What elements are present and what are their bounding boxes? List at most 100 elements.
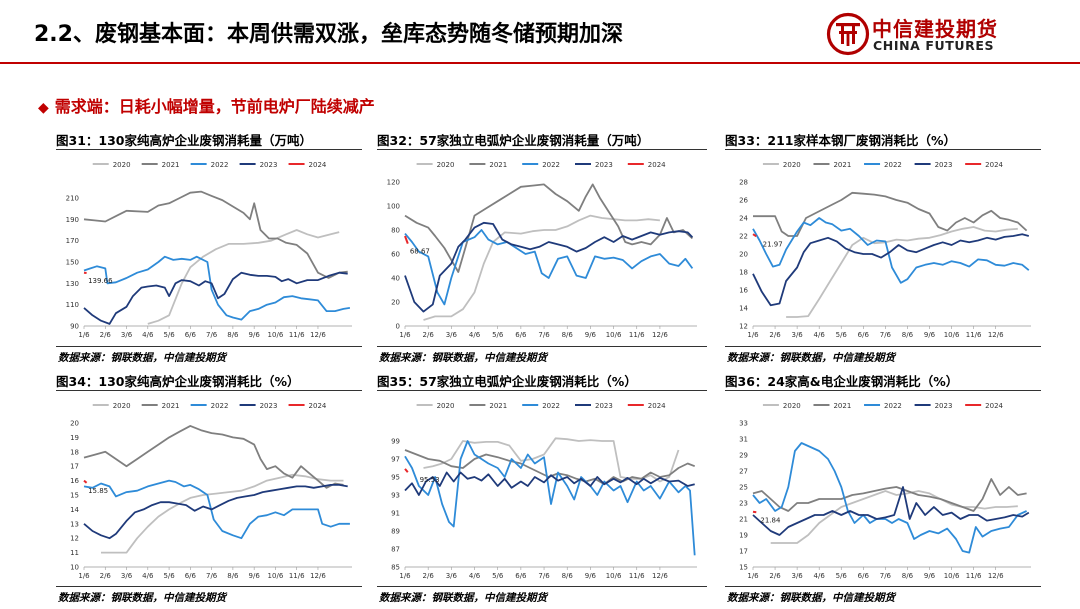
y-tick-label: 60 xyxy=(391,251,400,259)
series-line-2023 xyxy=(83,484,348,540)
legend-item-2020: 2020 xyxy=(92,161,131,169)
y-tick-label: 22 xyxy=(739,233,748,241)
legend-label: 2020 xyxy=(783,161,801,169)
x-tick-label: 8/6 xyxy=(562,331,574,339)
series-line-2021 xyxy=(404,183,694,273)
legend-label: 2022 xyxy=(542,161,560,169)
y-tick-label: 150 xyxy=(66,259,79,267)
legend-label: 2023 xyxy=(935,161,953,169)
y-tick-label: 15 xyxy=(70,492,79,500)
y-tick-label: 40 xyxy=(391,275,400,283)
x-tick-label: 9/6 xyxy=(924,331,936,339)
chart-title-rule xyxy=(56,390,362,391)
x-tick-label: 9/6 xyxy=(585,572,597,580)
series-line-2023 xyxy=(752,233,1030,307)
x-tick-label: 4/6 xyxy=(814,572,826,580)
diamond-bullet-icon: ◆ xyxy=(38,100,49,116)
logo-text-en: CHINA FUTURES xyxy=(873,38,995,53)
y-tick-label: 21 xyxy=(739,516,748,524)
y-tick-label: 25 xyxy=(739,484,748,492)
series-line-2022 xyxy=(404,229,694,306)
legend-label: 2021 xyxy=(489,402,507,410)
y-tick-label: 20 xyxy=(739,251,748,259)
y-tick-label: 26 xyxy=(739,197,748,205)
series-line-2022 xyxy=(752,442,1027,554)
y-tick-label: 17 xyxy=(739,548,748,556)
x-tick-label: 6/6 xyxy=(185,572,197,580)
logo-text-cn: 中信建投期货 xyxy=(872,17,998,41)
x-tick-label: 5/6 xyxy=(163,572,175,580)
x-tick-label: 11/6 xyxy=(629,331,645,339)
y-tick-label: 190 xyxy=(66,216,79,224)
china-futures-logo-icon xyxy=(826,12,870,56)
y-tick-label: 19 xyxy=(739,532,748,540)
x-tick-label: 6/6 xyxy=(858,572,870,580)
line-chart: 2020 2021 2022 2023 20241214161820222426281/… xyxy=(739,161,1031,339)
x-tick-label: 11/6 xyxy=(629,572,645,580)
y-tick-label: 29 xyxy=(739,452,748,460)
legend-label: 2020 xyxy=(437,161,455,169)
chart-panel-2: 图32：57家独立电弧炉企业废钢消耗量（万吨） 2020 2021 2022 2023 2… xyxy=(377,130,707,368)
legend-label: 2022 xyxy=(542,402,560,410)
chart-title: 图33：211家样本钢厂废钢消耗比（%） xyxy=(725,133,957,148)
y-tick-label: 100 xyxy=(387,203,400,211)
chart-source: 数据来源：钢联数据，中信建投期货 xyxy=(379,592,547,604)
x-tick-label: 6/6 xyxy=(515,331,527,339)
y-tick-label: 110 xyxy=(66,301,79,309)
y-tick-label: 12 xyxy=(70,535,79,543)
chart-panel-4: 图34：130家纯高炉企业废钢消耗比（%） 2020 2021 2022 2023 202… xyxy=(56,371,362,608)
series-line-2022 xyxy=(83,479,350,540)
x-tick-label: 4/6 xyxy=(142,572,154,580)
series-line-2021 xyxy=(753,191,1028,237)
series-line-2020 xyxy=(147,229,340,325)
x-tick-label: 8/6 xyxy=(227,331,239,339)
x-tick-label: 12/6 xyxy=(310,572,326,580)
legend-label: 2023 xyxy=(260,402,278,410)
chart-bottom-rule xyxy=(725,586,1041,587)
x-tick-label: 7/6 xyxy=(206,572,218,580)
y-tick-label: 16 xyxy=(70,477,79,485)
x-tick-label: 4/6 xyxy=(469,572,481,580)
x-tick-label: 10/6 xyxy=(606,331,622,339)
legend-label: 2023 xyxy=(595,402,613,410)
x-tick-label: 10/6 xyxy=(606,572,622,580)
x-tick-label: 10/6 xyxy=(944,331,960,339)
x-tick-label: 12/6 xyxy=(988,572,1004,580)
x-tick-label: 2/6 xyxy=(423,331,435,339)
y-tick-label: 99 xyxy=(391,438,400,446)
x-tick-label: 12/6 xyxy=(310,331,326,339)
x-tick-label: 3/6 xyxy=(446,572,458,580)
legend-label: 2024 xyxy=(309,161,327,169)
series-line-2022 xyxy=(752,217,1030,284)
legend-label: 2024 xyxy=(985,161,1003,169)
series-line-2023 xyxy=(83,271,348,325)
x-tick-label: 2/6 xyxy=(769,572,781,580)
legend-item-2021: 2021 xyxy=(469,161,507,169)
chart-title: 图35：57家独立电弧炉企业废钢消耗比（%） xyxy=(377,374,637,389)
legend-label: 2021 xyxy=(162,161,180,169)
y-tick-label: 95 xyxy=(391,474,400,482)
legend-label: 2024 xyxy=(985,402,1003,410)
legend-item-2023: 2023 xyxy=(575,402,613,410)
x-tick-label: 4/6 xyxy=(142,331,154,339)
x-tick-label: 9/6 xyxy=(249,331,261,339)
y-tick-label: 89 xyxy=(391,528,400,536)
y-tick-label: 0 xyxy=(396,323,400,331)
x-tick-label: 3/6 xyxy=(791,331,803,339)
y-tick-label: 31 xyxy=(739,436,748,444)
legend-item-2024: 2024 xyxy=(288,161,327,169)
series-line-2022 xyxy=(404,440,696,556)
legend-label: 2023 xyxy=(260,161,278,169)
chart-panel-5: 图35：57家独立电弧炉企业废钢消耗比（%） 2020 2021 2022 2023 20… xyxy=(377,371,707,608)
x-tick-label: 6/6 xyxy=(858,331,870,339)
y-tick-label: 170 xyxy=(66,237,79,245)
chart-title-rule xyxy=(377,149,707,150)
x-tick-label: 2/6 xyxy=(769,331,781,339)
latest-value-label: 139.66 xyxy=(88,277,113,285)
y-tick-label: 17 xyxy=(70,463,79,471)
y-tick-label: 15 xyxy=(739,564,748,572)
legend-item-2024: 2024 xyxy=(965,161,1004,169)
y-tick-label: 16 xyxy=(739,287,748,295)
legend-item-2022: 2022 xyxy=(864,402,902,410)
y-tick-label: 27 xyxy=(739,468,748,476)
